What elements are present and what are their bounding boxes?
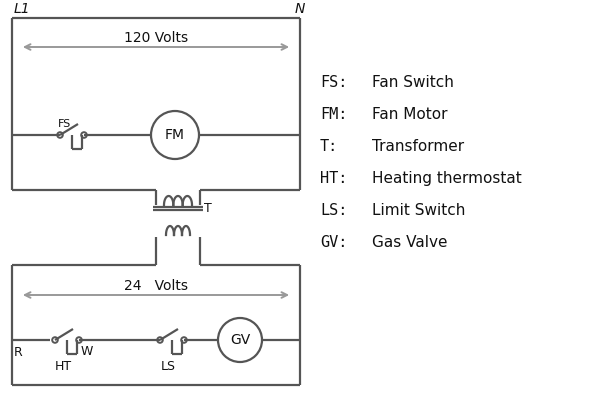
Text: FS:: FS: — [320, 75, 348, 90]
Text: T: T — [204, 202, 212, 216]
Text: FM: FM — [165, 128, 185, 142]
Text: FS: FS — [58, 119, 71, 129]
Text: Gas Valve: Gas Valve — [372, 235, 447, 250]
Text: LS:: LS: — [320, 203, 348, 218]
Circle shape — [57, 132, 63, 138]
Text: Transformer: Transformer — [372, 139, 464, 154]
Text: 24   Volts: 24 Volts — [124, 279, 188, 293]
Circle shape — [76, 337, 82, 343]
Text: T:: T: — [320, 139, 338, 154]
Text: 120 Volts: 120 Volts — [124, 31, 188, 45]
Text: LS: LS — [160, 360, 175, 373]
Text: GV:: GV: — [320, 235, 348, 250]
Text: GV: GV — [230, 333, 250, 347]
Text: W: W — [81, 345, 93, 358]
Text: Limit Switch: Limit Switch — [372, 203, 466, 218]
Text: Heating thermostat: Heating thermostat — [372, 171, 522, 186]
Circle shape — [181, 337, 187, 343]
Circle shape — [157, 337, 163, 343]
Text: N: N — [295, 2, 305, 16]
Text: HT:: HT: — [320, 171, 348, 186]
Text: Fan Motor: Fan Motor — [372, 107, 447, 122]
Circle shape — [81, 132, 87, 138]
Text: R: R — [14, 346, 23, 359]
Text: HT: HT — [54, 360, 71, 373]
Circle shape — [52, 337, 58, 343]
Text: FM:: FM: — [320, 107, 348, 122]
Text: L1: L1 — [14, 2, 31, 16]
Text: Fan Switch: Fan Switch — [372, 75, 454, 90]
